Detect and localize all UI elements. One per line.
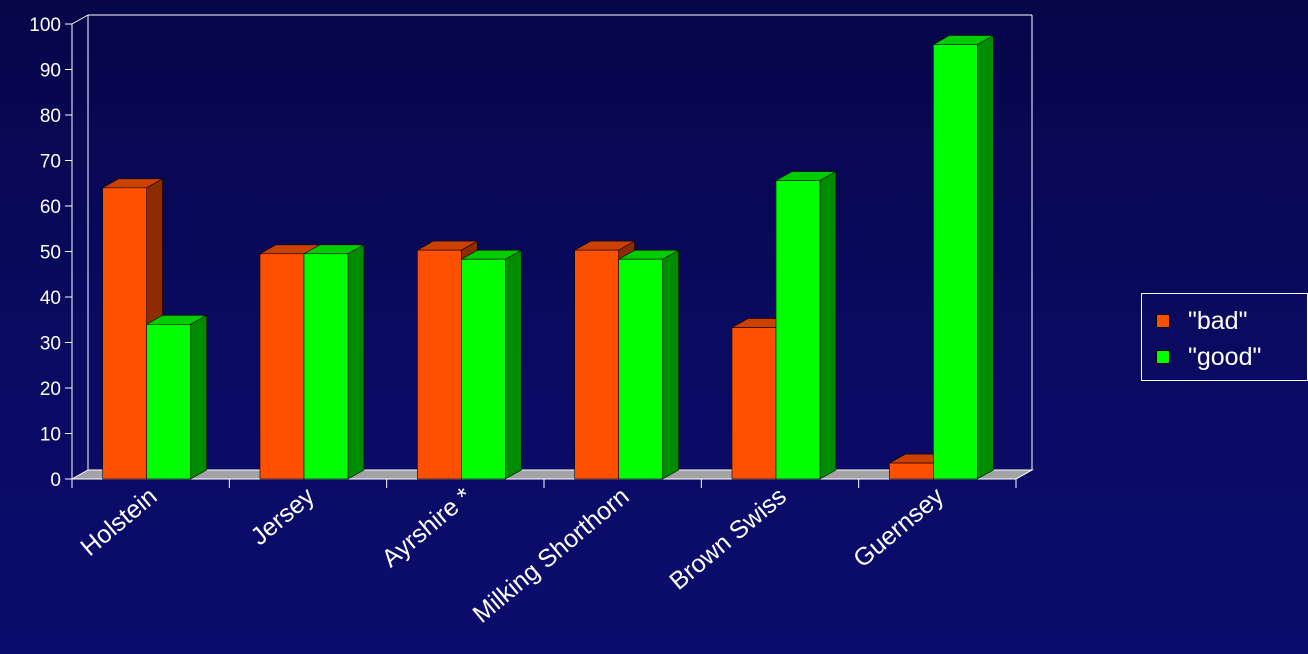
bar-front: [618, 258, 663, 480]
legend: "bad" "good": [1141, 293, 1308, 381]
bar: [932, 34, 995, 480]
bar-front: [731, 327, 777, 480]
bar: [774, 171, 838, 480]
x-category-label: Ayrshire *: [377, 482, 478, 573]
bar: [145, 314, 208, 480]
y-tick-label: 80: [40, 106, 61, 127]
bar: [302, 244, 366, 480]
bar-front: [889, 462, 934, 480]
x-axis: Holstein Jersey Ayrshire *Milking Shorthor…: [71, 478, 1017, 629]
bar-side: [505, 249, 522, 480]
x-category-label: Holstein: [75, 482, 162, 562]
bar: [617, 249, 680, 480]
y-tick-label: 70: [40, 152, 61, 173]
floor: [70, 469, 1034, 480]
bar-front: [259, 253, 305, 480]
y-tick-label: 0: [50, 470, 61, 491]
y-tick-label: 30: [40, 334, 61, 355]
x-category-label: Brown Swiss: [664, 482, 792, 595]
bar-front: [417, 249, 462, 480]
legend-item-bad: "bad": [1156, 306, 1247, 336]
bar-side: [977, 34, 994, 480]
x-category-label: Guernsey: [848, 482, 949, 573]
bar-front: [146, 323, 191, 480]
bar-side: [347, 244, 365, 480]
y-tick-label: 100: [29, 15, 61, 36]
bar-side: [662, 249, 679, 480]
bar: [460, 249, 523, 480]
x-category-label: Milking Shorthorn: [468, 482, 635, 628]
y-axis: 0 10 20 30 40 50 60 70 80 90 100: [29, 14, 89, 491]
legend-label-bad: "bad": [1188, 306, 1248, 335]
y-tick-label: 10: [40, 425, 61, 446]
legend-swatch-bad: [1156, 314, 1170, 328]
bar-front: [461, 258, 506, 480]
y-axis-top-edge: [71, 14, 89, 25]
legend-item-good: "good": [1156, 342, 1261, 372]
legend-swatch-good: [1156, 350, 1170, 364]
bars: [101, 34, 995, 480]
y-tick-label: 40: [40, 288, 61, 309]
plot-area: [70, 14, 1034, 480]
y-tick-label: 60: [40, 197, 61, 218]
y-tick-label: 20: [40, 379, 61, 400]
y-tick-label: 90: [40, 61, 61, 82]
bar-side: [190, 314, 207, 480]
bar-front: [775, 180, 821, 480]
bar-front: [303, 253, 349, 480]
bar-front: [933, 44, 978, 480]
bar-side: [819, 171, 837, 480]
bar-front: [574, 249, 619, 480]
legend-label-good: "good": [1188, 342, 1262, 371]
bar-front: [102, 187, 147, 480]
y-tick-label: 50: [40, 243, 61, 264]
x-category-label: Jersey: [245, 482, 320, 551]
